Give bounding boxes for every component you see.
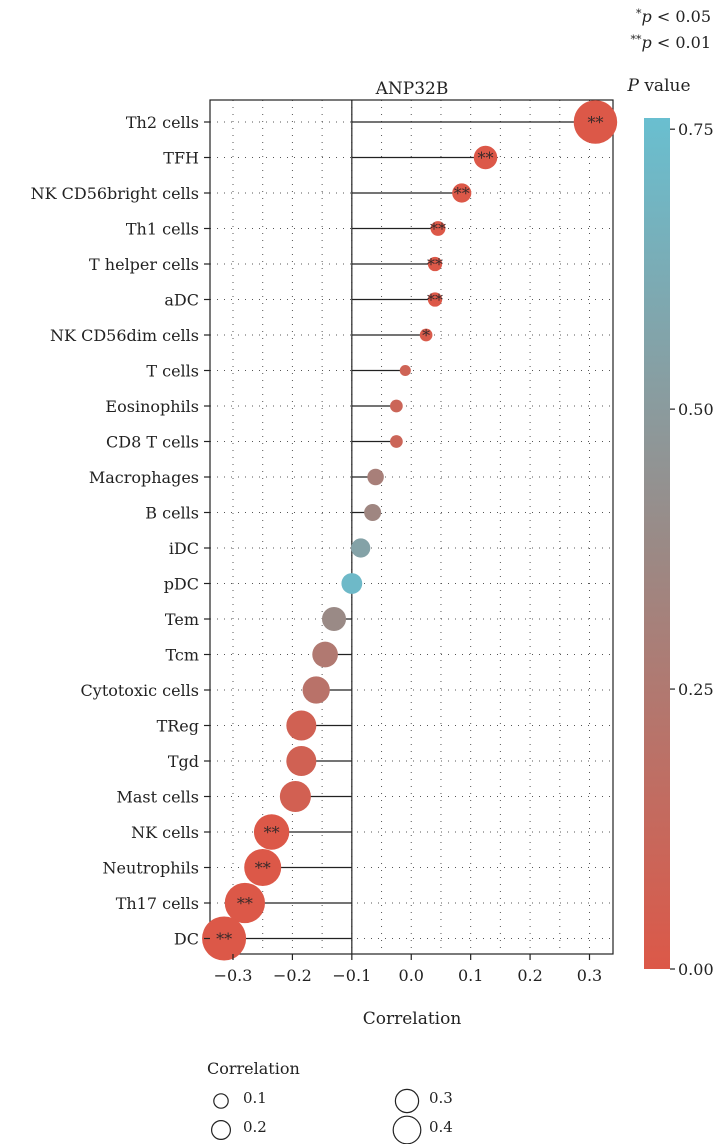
colorbar-tick-label: 0.50 [678, 400, 714, 419]
x-tick-label: −0.2 [273, 966, 312, 985]
data-point [430, 221, 446, 236]
colorbar-tick-label: 0.25 [678, 680, 714, 699]
size-legend-circle [392, 1115, 422, 1144]
data-point [367, 468, 384, 486]
x-axis-label: Correlation [363, 1009, 462, 1029]
y-tick-label: aDC [164, 291, 199, 310]
y-tick-label: Th1 cells [126, 220, 199, 239]
data-point [286, 710, 317, 741]
data-point [390, 399, 403, 413]
data-point [224, 882, 266, 924]
y-tick-label: NK CD56dim cells [50, 326, 199, 345]
y-tick-label: T cells [146, 362, 199, 381]
x-tick-label: 0.1 [458, 966, 483, 985]
y-tick-label: T helper cells [89, 255, 199, 274]
size-legend: Correlation 0.1 0.3 0.2 0.4 [207, 1059, 453, 1144]
size-legend-title: Correlation [207, 1059, 300, 1078]
x-axis: −0.3 −0.2 −0.1 0.0 0.1 0.2 0.3 [214, 954, 602, 985]
y-tick-label: B cells [145, 504, 199, 523]
data-point [427, 256, 443, 272]
data-point [253, 814, 290, 850]
size-legend-label: 0.2 [243, 1118, 267, 1136]
data-point [312, 641, 338, 668]
pvalue-colorbar: P value 0.75 0.50 0.25 0.00 [626, 76, 713, 979]
size-legend-circle [213, 1093, 229, 1109]
data-points: ********************* [202, 100, 618, 961]
colorbar-tick-label: 0.00 [678, 960, 714, 979]
x-tick-label: −0.1 [332, 966, 371, 985]
data-point [427, 292, 443, 307]
y-tick-label: Cytotoxic cells [81, 681, 199, 700]
data-point [351, 538, 371, 558]
y-tick-label: DC [174, 930, 199, 949]
significance-legend-item: **p < 0.01 [631, 33, 711, 52]
data-point [452, 183, 472, 203]
significance-mark: ** [427, 291, 443, 310]
significance-mark: ** [255, 859, 271, 878]
data-point [573, 100, 618, 144]
data-point [286, 746, 317, 776]
y-tick-label: Tem [165, 610, 199, 629]
size-legend-circle [394, 1088, 420, 1114]
size-legend-label: 0.3 [429, 1089, 453, 1107]
significance-mark: ** [478, 149, 494, 168]
y-tick-label: TReg [157, 717, 199, 736]
data-point [399, 364, 411, 377]
lollipop-stems [224, 121, 596, 940]
data-point [279, 780, 311, 813]
data-point [364, 503, 382, 522]
colorbar-gradient [644, 118, 670, 969]
y-tick-label: Eosinophils [105, 397, 199, 416]
significance-mark: * [422, 326, 430, 345]
y-tick-label: Mast cells [116, 788, 199, 807]
y-tick-label: Tcm [165, 646, 199, 665]
data-point [321, 606, 347, 632]
significance-legend-item: *p < 0.05 [636, 7, 711, 26]
significance-mark: ** [264, 823, 280, 842]
y-tick-label: Th2 cells [126, 113, 199, 132]
significance-mark: ** [237, 894, 253, 913]
data-point [419, 328, 433, 342]
colorbar-title: P value [626, 76, 690, 96]
x-tick-label: −0.3 [214, 966, 253, 985]
significance-mark: ** [427, 255, 443, 274]
y-axis-labels: Th2 cells TFH NK CD56bright cells Th1 cells… [31, 113, 210, 949]
significance-mark: ** [454, 184, 470, 203]
data-point [244, 849, 282, 886]
data-point [473, 145, 498, 170]
x-tick-label: 0.2 [517, 966, 542, 985]
data-point [202, 916, 247, 961]
grid-dots [210, 100, 613, 954]
y-tick-label: Th17 cells [116, 894, 199, 913]
y-tick-label: iDC [169, 539, 199, 558]
y-tick-label: CD8 T cells [106, 433, 199, 452]
significance-mark: ** [430, 220, 446, 239]
colorbar-tick-label: 0.75 [678, 120, 714, 139]
x-tick-label: 0.0 [399, 966, 424, 985]
data-point [390, 435, 403, 448]
y-tick-label: Tgd [168, 752, 199, 771]
size-legend-circle [211, 1119, 232, 1140]
y-tick-label: pDC [164, 575, 199, 594]
significance-mark: ** [216, 930, 232, 949]
data-point [302, 676, 330, 704]
x-tick-label: 0.3 [577, 966, 602, 985]
y-tick-label: TFH [163, 149, 199, 168]
data-point [341, 573, 363, 594]
y-tick-label: NK CD56bright cells [31, 184, 199, 203]
significance-legend: *p < 0.05 **p < 0.01 [631, 7, 711, 52]
significance-mark: ** [587, 113, 603, 132]
y-tick-label: Macrophages [89, 468, 199, 487]
chart-title: ANP32B [375, 79, 449, 99]
size-legend-label: 0.1 [243, 1089, 267, 1107]
size-legend-label: 0.4 [429, 1118, 453, 1136]
y-tick-label: Neutrophils [103, 859, 199, 878]
y-tick-label: NK cells [131, 823, 199, 842]
